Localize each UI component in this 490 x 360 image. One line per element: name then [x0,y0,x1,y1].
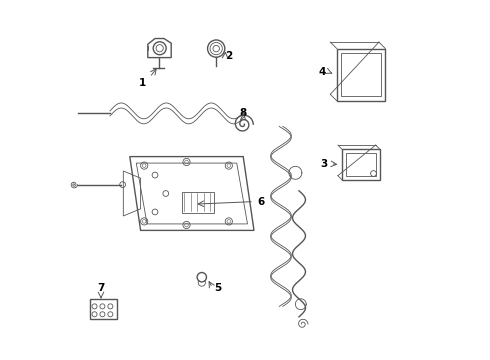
Text: 6: 6 [258,197,265,207]
Text: 5: 5 [215,283,221,293]
Text: 2: 2 [225,51,232,61]
Bar [346,153,376,176]
Bar [342,149,380,180]
Text: 8: 8 [240,108,247,118]
Text: 7: 7 [98,283,105,293]
Text: 3: 3 [320,159,328,169]
Bar [90,299,117,319]
Text: 4: 4 [318,67,326,77]
Bar [342,53,381,96]
Bar [182,192,214,213]
Text: 1: 1 [139,78,146,88]
